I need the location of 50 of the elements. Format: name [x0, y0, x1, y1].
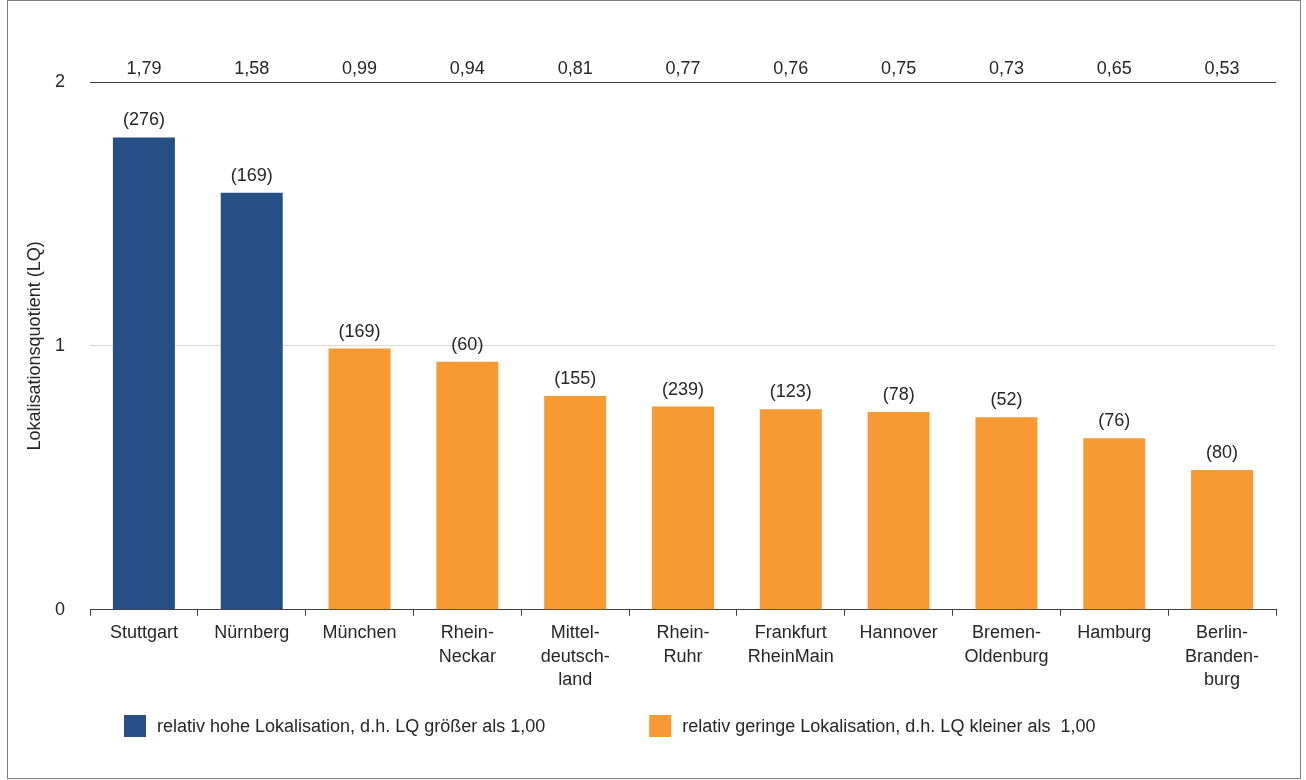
x-tick-label: Bremen- Oldenburg	[964, 622, 1049, 666]
annotation: (76)	[1098, 410, 1131, 431]
x-tick-label: Hannover	[859, 622, 938, 643]
bar	[112, 137, 175, 610]
text: 1,58	[234, 58, 270, 78]
bar	[220, 192, 283, 610]
text: 0,65	[1096, 58, 1132, 78]
bar	[1191, 469, 1254, 610]
bar	[1083, 438, 1146, 610]
x-tick-label: Rhein- Neckar	[438, 622, 496, 666]
text: 0,53	[1204, 58, 1240, 78]
y-axis-title: Lokalisationsquotient (LQ)	[23, 241, 44, 451]
y-tick-label: 2	[54, 70, 65, 91]
bar	[975, 417, 1038, 610]
y-tick-label: 0	[54, 598, 65, 619]
x-tick-label: Mittel- deutsch- land	[540, 622, 610, 690]
bar	[759, 409, 822, 610]
text: 1,79	[126, 58, 162, 78]
legend-label: relativ geringe Lokalisation, d.h. LQ kleiner als 1,00	[682, 715, 1096, 736]
annotation: (60)	[451, 333, 484, 354]
text: 0,94	[449, 58, 485, 78]
text: 0,99	[342, 58, 378, 78]
x-tick-label: Hamburg	[1077, 622, 1152, 643]
annotation: (80)	[1206, 441, 1239, 462]
x-tick-label: Frankfurt RheinMain	[747, 622, 834, 666]
x-tick-label: Berlin- Branden- burg	[1185, 622, 1260, 690]
text: 0,76	[773, 58, 809, 78]
x-tick-label: München	[322, 622, 397, 643]
text: 0,75	[881, 58, 917, 78]
x-tick-label: Rhein- Ruhr	[656, 622, 710, 666]
text: 0,81	[557, 58, 593, 78]
x-tick-label: Nürnberg	[214, 622, 290, 643]
bar	[544, 396, 607, 610]
legend-label: relativ hohe Lokalisation, d.h. LQ größer als 1,00	[157, 715, 546, 736]
annotation: (239)	[661, 378, 705, 399]
bar	[328, 348, 391, 610]
annotation: (169)	[338, 320, 381, 341]
text: 0,73	[988, 58, 1024, 78]
annotation: (123)	[769, 381, 812, 402]
bar	[652, 406, 714, 610]
annotation: (169)	[230, 164, 273, 185]
text: 0,77	[665, 58, 701, 78]
bar	[867, 411, 930, 610]
x-tick-label: Stuttgart	[109, 622, 178, 643]
y-tick-label: 1	[54, 334, 65, 355]
annotation: (78)	[882, 383, 915, 404]
annotation: (276)	[122, 109, 165, 130]
bar	[436, 361, 499, 610]
annotation: (52)	[990, 389, 1023, 410]
annotation: (155)	[554, 368, 597, 389]
